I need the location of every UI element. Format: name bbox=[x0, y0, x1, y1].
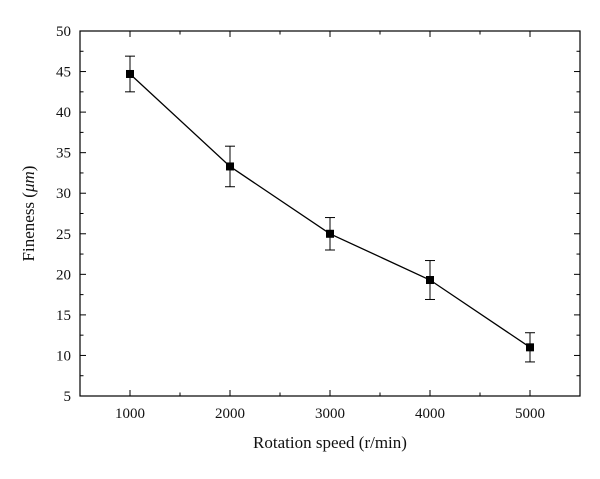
x-tick-label-5000: 5000 bbox=[515, 406, 545, 422]
y-axis-title-prefix: Fineness ( bbox=[19, 192, 38, 262]
y-tick-label-30: 30 bbox=[56, 186, 71, 202]
data-point-3000 bbox=[326, 229, 334, 238]
y-tick-label-40: 40 bbox=[56, 105, 71, 121]
y-tick-label-10: 10 bbox=[56, 348, 71, 364]
y-tick-label-5: 5 bbox=[64, 389, 72, 405]
x-tick-label-1000: 1000 bbox=[115, 406, 145, 422]
y-tick-label-15: 15 bbox=[56, 308, 71, 324]
data-point-4000 bbox=[426, 276, 434, 285]
series-line-0 bbox=[129, 73, 531, 348]
data-point-5000 bbox=[526, 343, 534, 352]
y-axis-title-unit: μm bbox=[19, 171, 38, 193]
y-tick-label-50: 50 bbox=[56, 24, 71, 40]
x-tick-label-3000: 3000 bbox=[315, 406, 345, 422]
x-axis-title: Rotation speed (r/min) bbox=[253, 433, 407, 452]
y-axis-title-suffix: ) bbox=[19, 166, 38, 172]
y-tick-label-45: 45 bbox=[56, 65, 71, 81]
data-point-1000 bbox=[126, 69, 134, 78]
y-axis-title: Fineness (μm) bbox=[19, 166, 38, 262]
y-tick-label-25: 25 bbox=[56, 227, 71, 243]
data-point-2000 bbox=[226, 162, 234, 171]
y-tick-label-35: 35 bbox=[56, 146, 71, 162]
plot-frame bbox=[79, 30, 581, 397]
x-tick-label-2000: 2000 bbox=[215, 406, 245, 422]
y-tick-label-20: 20 bbox=[56, 267, 71, 283]
x-tick-label-4000: 4000 bbox=[415, 406, 445, 422]
